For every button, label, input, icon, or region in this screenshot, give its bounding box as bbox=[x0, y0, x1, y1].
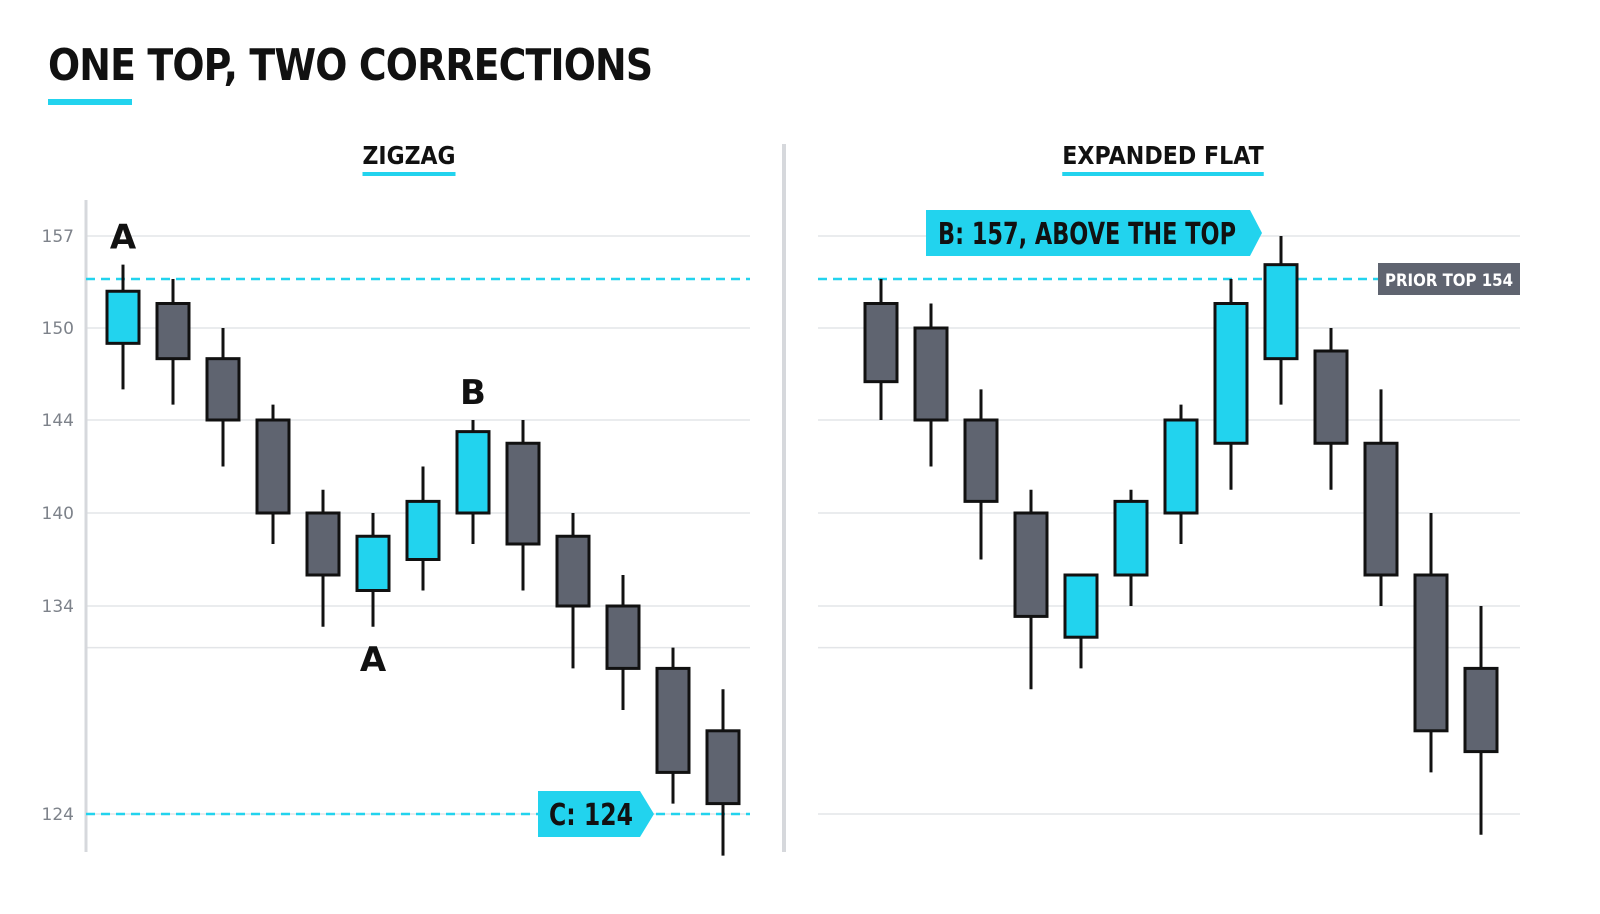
prior-top-badge bbox=[1378, 263, 1520, 295]
panel-title: EXPANDED FLAT bbox=[1062, 141, 1264, 170]
candle-body bbox=[405, 499, 441, 561]
candle-body bbox=[205, 357, 241, 422]
candle-body bbox=[1463, 666, 1499, 754]
candle-body bbox=[455, 430, 491, 515]
title-underline bbox=[48, 99, 132, 105]
candle-body bbox=[863, 302, 899, 384]
candle-body bbox=[355, 534, 391, 592]
panel-title-underline bbox=[1062, 172, 1264, 176]
panel-title: ZIGZAG bbox=[363, 141, 456, 170]
candle-body bbox=[155, 302, 191, 361]
wave-label: B bbox=[460, 373, 486, 413]
candle-body bbox=[963, 418, 999, 503]
candle-body bbox=[555, 534, 591, 608]
b-callout-badge bbox=[926, 210, 1262, 256]
candle-body bbox=[1363, 441, 1399, 577]
page-title: ONE TOP, TWO CORRECTIONS bbox=[48, 40, 653, 91]
candle-body bbox=[1263, 263, 1299, 361]
candle-body bbox=[1413, 573, 1449, 733]
b-callout-label: B: 157, ABOVE THE TOP bbox=[938, 217, 1236, 252]
c-callout-label: C: 124 bbox=[549, 798, 633, 833]
candle-body bbox=[1163, 418, 1199, 515]
candle-body bbox=[1063, 573, 1099, 639]
candle-body bbox=[705, 729, 741, 806]
candle-body bbox=[505, 441, 541, 546]
candle-body bbox=[255, 418, 291, 515]
panel-title-underline bbox=[362, 172, 456, 176]
wave-label: A bbox=[360, 640, 387, 680]
wave-label: A bbox=[110, 218, 137, 258]
candle-body bbox=[305, 511, 341, 577]
y-tick-label: 144 bbox=[42, 411, 74, 431]
prior-top-label: PRIOR TOP 154 bbox=[1385, 271, 1513, 291]
candle-body bbox=[1213, 302, 1249, 445]
candle-body bbox=[1113, 499, 1149, 577]
candle-body bbox=[605, 604, 641, 670]
zigzag-panel: ZIGZAG 157 150 144 140 134 124 A A B C: 124 bbox=[42, 141, 750, 856]
candle-body bbox=[1013, 511, 1049, 618]
candle-body bbox=[105, 289, 141, 345]
candle-body bbox=[1313, 349, 1349, 445]
expanded-flat-panel: EXPANDED FLAT PRIOR TOP 154 B: 157, ABOVE … bbox=[818, 141, 1520, 835]
y-tick-label: 140 bbox=[42, 504, 74, 524]
y-tick-label: 134 bbox=[42, 597, 74, 617]
c-callout-badge bbox=[538, 791, 654, 837]
y-tick-label: 157 bbox=[42, 227, 74, 247]
candle-body bbox=[913, 326, 949, 422]
y-tick-label: 124 bbox=[42, 805, 74, 825]
y-tick-label: 150 bbox=[42, 319, 74, 339]
candle-body bbox=[655, 666, 691, 774]
